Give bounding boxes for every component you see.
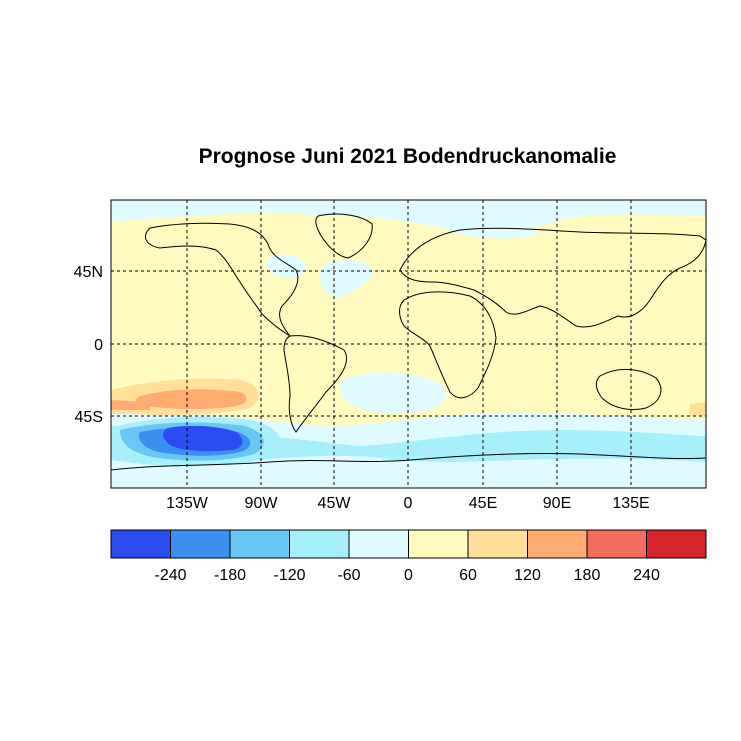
colorbar-tick-label: -240 (154, 567, 186, 584)
greenland-coast (315, 213, 373, 259)
lon-label-45w: 45W (318, 495, 352, 512)
south-america-coast (283, 335, 348, 433)
colorbar-tick-label: 120 (514, 567, 541, 584)
colorbar-tick-label: 0 (404, 567, 413, 584)
lon-label-135w: 135W (166, 495, 209, 512)
africa-coast (399, 291, 497, 399)
australia-coast (595, 369, 662, 411)
colorbar-tick-label: 180 (574, 567, 601, 584)
colorbar-swatch (348, 529, 409, 559)
colorbar-swatch (467, 529, 528, 559)
colorbar: -240 -180 -120 -60 0 60 120 180 240 (110, 529, 707, 584)
colorbar-tick-label: -60 (337, 567, 360, 584)
colorbar-swatch (586, 529, 647, 559)
chart-title: Prognose Juni 2021 Bodendruckanomalie (198, 145, 617, 168)
plot-frame (110, 199, 707, 489)
colorbar-tick-label: 60 (459, 567, 477, 584)
colorbar-swatch (170, 529, 231, 559)
colorbar-swatch (408, 529, 469, 559)
colorbar-swatch (229, 529, 290, 559)
antarctica-coast (111, 452, 706, 471)
colorbar-swatch (646, 529, 707, 559)
lat-label-45n: 45N (74, 264, 103, 281)
grid-lines (111, 200, 706, 488)
lon-label-90w: 90W (245, 495, 279, 512)
colorbar-swatch (110, 529, 171, 559)
colorbar-swatch (289, 529, 350, 559)
lon-label-90e: 90E (543, 495, 571, 512)
colorbar-tick-label: -120 (273, 567, 305, 584)
colorbar-tick-label: -180 (214, 567, 246, 584)
lon-label-0: 0 (404, 495, 413, 512)
lon-label-45e: 45E (469, 495, 497, 512)
colorbar-tick-label: 240 (633, 567, 660, 584)
lat-label-0: 0 (94, 337, 103, 354)
colorbar-swatch (527, 529, 588, 559)
lon-label-135e: 135E (612, 495, 649, 512)
lat-label-45s: 45S (75, 409, 103, 426)
